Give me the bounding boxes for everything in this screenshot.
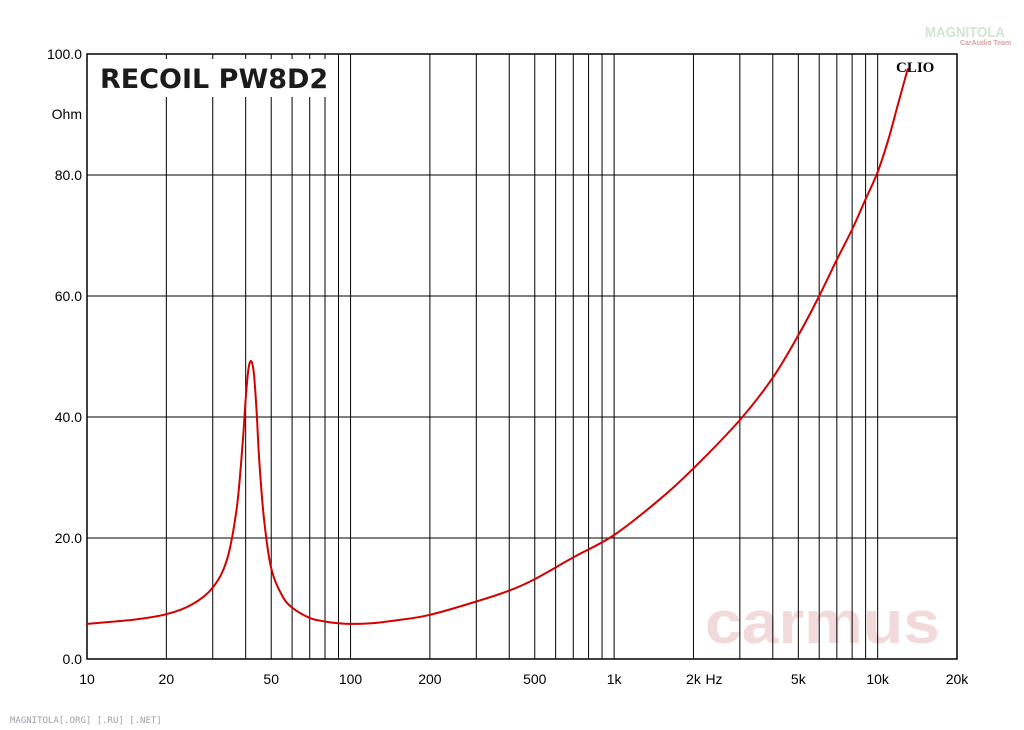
clio-label: CLIO xyxy=(896,60,934,76)
x-axis-label: Hz xyxy=(705,671,722,687)
y-tick-label: 80.0 xyxy=(55,167,82,183)
chart-title: RECOIL PW8D2 xyxy=(100,64,328,95)
y-tick-label: 100.0 xyxy=(47,46,82,62)
y-axis-label: Ohm xyxy=(52,106,82,122)
watermark-layer: carmus MAGNITOLA CarAudio Team xyxy=(705,24,1011,656)
carmus-watermark: carmus xyxy=(705,589,940,656)
impedance-curve xyxy=(86,68,909,625)
ylabel-backing xyxy=(45,103,85,121)
y-tick-label: 20.0 xyxy=(55,530,82,546)
magnitola-logo: MAGNITOLA xyxy=(925,24,1005,41)
x-tick-label: 100 xyxy=(339,671,363,687)
caraudio-team-logo: CarAudio Team xyxy=(960,40,1011,47)
title-backing xyxy=(92,59,332,97)
carmus-watermark-text: carmus xyxy=(705,589,940,656)
x-tick-label: 10 xyxy=(79,671,95,687)
x-tick-label: 1k xyxy=(607,671,623,687)
x-tick-label: 20k xyxy=(946,671,970,687)
x-tick-label: 20 xyxy=(159,671,175,687)
footer-watermark: MAGNITOLA[.ORG] [.RU] [.NET] xyxy=(10,716,162,726)
x-tick-label: 10k xyxy=(866,671,890,687)
y-axis-ticks: 0.0 20.0 40.0 60.0 80.0 100.0 xyxy=(47,46,82,667)
x-tick-label: 5k xyxy=(791,671,807,687)
x-tick-label: 500 xyxy=(523,671,547,687)
y-tick-label: 40.0 xyxy=(55,409,82,425)
x-tick-label: 2k xyxy=(686,671,702,687)
plot-frame xyxy=(86,53,958,660)
clio-backing xyxy=(893,58,943,76)
y-tick-label: 0.0 xyxy=(63,651,83,667)
x-axis-ticks: 10 20 50 100 200 500 1k 2k 5k 10k 20k xyxy=(79,671,969,687)
y-tick-label: 60.0 xyxy=(55,288,82,304)
grid xyxy=(87,54,957,659)
x-tick-label: 200 xyxy=(418,671,442,687)
x-tick-label: 50 xyxy=(263,671,279,687)
